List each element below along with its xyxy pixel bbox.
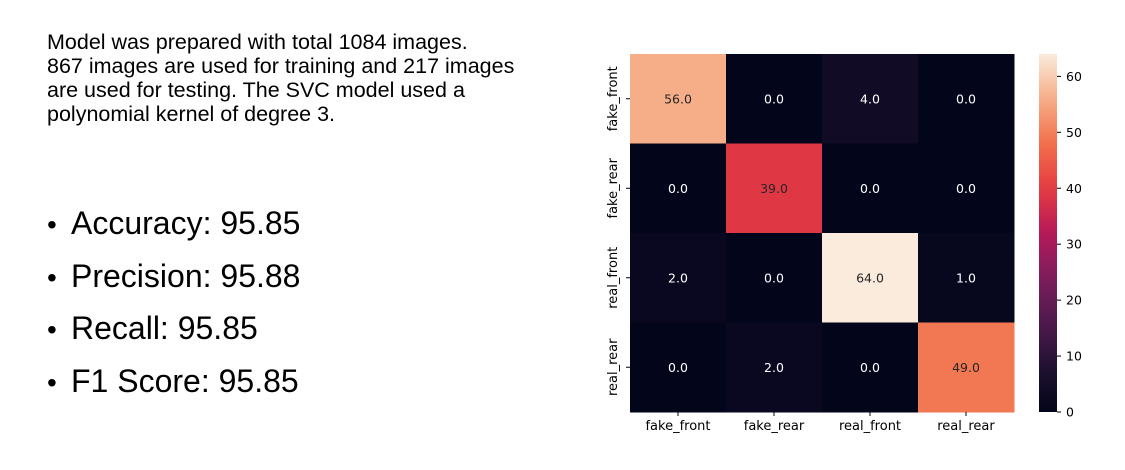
metric-accuracy: • Accuracy: 95.85: [47, 197, 300, 250]
heatmap-cell: [918, 54, 1015, 144]
heatmap-cell: [822, 143, 919, 234]
cell-value-label: 1.0: [956, 270, 976, 285]
heatmap-cell: [726, 54, 823, 144]
heatmap-cell: [918, 143, 1015, 234]
metric-recall: • Recall: 95.85: [47, 302, 300, 355]
colorbar-tick-label: 20: [1066, 293, 1082, 308]
colorbar-tick-label: 60: [1066, 69, 1082, 84]
metric-text: F1 Score: 95.85: [71, 362, 299, 399]
colorbar-tick-label: 0: [1066, 405, 1074, 420]
heatmap-cell: [630, 233, 727, 323]
intro-line: are used for testing. The SVC model used…: [47, 78, 465, 102]
colorbar: [1039, 54, 1057, 412]
y-tick-label: fake_rear: [606, 157, 621, 218]
cell-value-label: 49.0: [952, 360, 980, 375]
bullet-icon: •: [47, 261, 57, 293]
cell-value-label: 0.0: [956, 91, 976, 106]
metric-text: Recall: 95.85: [71, 310, 258, 346]
cell-value-label: 0.0: [764, 270, 784, 285]
bullet-icon: •: [47, 209, 57, 240]
bullet-icon: •: [47, 366, 57, 398]
metric-text: Precision: 95.88: [71, 257, 301, 294]
cell-value-label: 0.0: [764, 91, 784, 106]
heatmap-cell: [630, 54, 727, 144]
heatmap-cell: [822, 54, 919, 144]
metric-f1-score: • F1 Score: 95.85: [47, 355, 300, 408]
heatmap-cell: [630, 322, 727, 413]
heatmap-cell: [726, 322, 823, 413]
x-tick-label: real_front: [839, 419, 901, 434]
metric-text: Accuracy: 95.85: [71, 205, 301, 241]
metric-precision: • Precision: 95.88: [47, 250, 300, 303]
heatmap-cell: [822, 233, 919, 323]
colorbar-tick-label: 10: [1066, 349, 1082, 364]
cell-value-label: 2.0: [764, 360, 784, 375]
intro-line: 867 images are used for training and 217…: [47, 54, 515, 78]
heatmap-cell: [726, 143, 823, 234]
heatmap-cell: [822, 322, 919, 413]
cell-value-label: 0.0: [668, 360, 688, 375]
y-tick-label: fake_front: [606, 66, 621, 131]
colorbar-tick-label: 50: [1066, 125, 1082, 140]
heatmap-cell: [630, 143, 727, 234]
cell-value-label: 56.0: [664, 91, 692, 106]
x-tick-label: fake_rear: [744, 419, 805, 434]
cell-value-label: 64.0: [856, 270, 884, 285]
heatmap-cell: [918, 233, 1015, 323]
heatmap-cell: [918, 322, 1015, 413]
colorbar-tick-label: 40: [1066, 181, 1082, 196]
y-tick-label: real_rear: [606, 338, 621, 396]
cell-value-label: 0.0: [860, 181, 880, 196]
colorbar-tick-label: 30: [1066, 237, 1082, 252]
cell-value-label: 0.0: [668, 181, 688, 196]
cell-value-label: 39.0: [760, 181, 788, 196]
x-tick-label: fake_front: [645, 419, 710, 434]
intro-line: Model was prepared with total 1084 image…: [47, 30, 468, 54]
intro-text: Model was prepared with total 1084 image…: [47, 30, 577, 126]
x-tick-label: real_rear: [937, 419, 995, 434]
bullet-icon: •: [47, 314, 57, 345]
y-tick-label: real_front: [606, 247, 621, 309]
cell-value-label: 2.0: [668, 270, 688, 285]
cell-value-label: 4.0: [860, 91, 880, 106]
metrics-list: • Accuracy: 95.85 • Precision: 95.88 • Reca…: [47, 197, 300, 407]
cell-value-label: 0.0: [956, 181, 976, 196]
cell-value-label: 0.0: [860, 360, 880, 375]
heatmap-cell: [726, 233, 823, 323]
intro-line: polynomial kernel of degree 3.: [47, 102, 336, 126]
